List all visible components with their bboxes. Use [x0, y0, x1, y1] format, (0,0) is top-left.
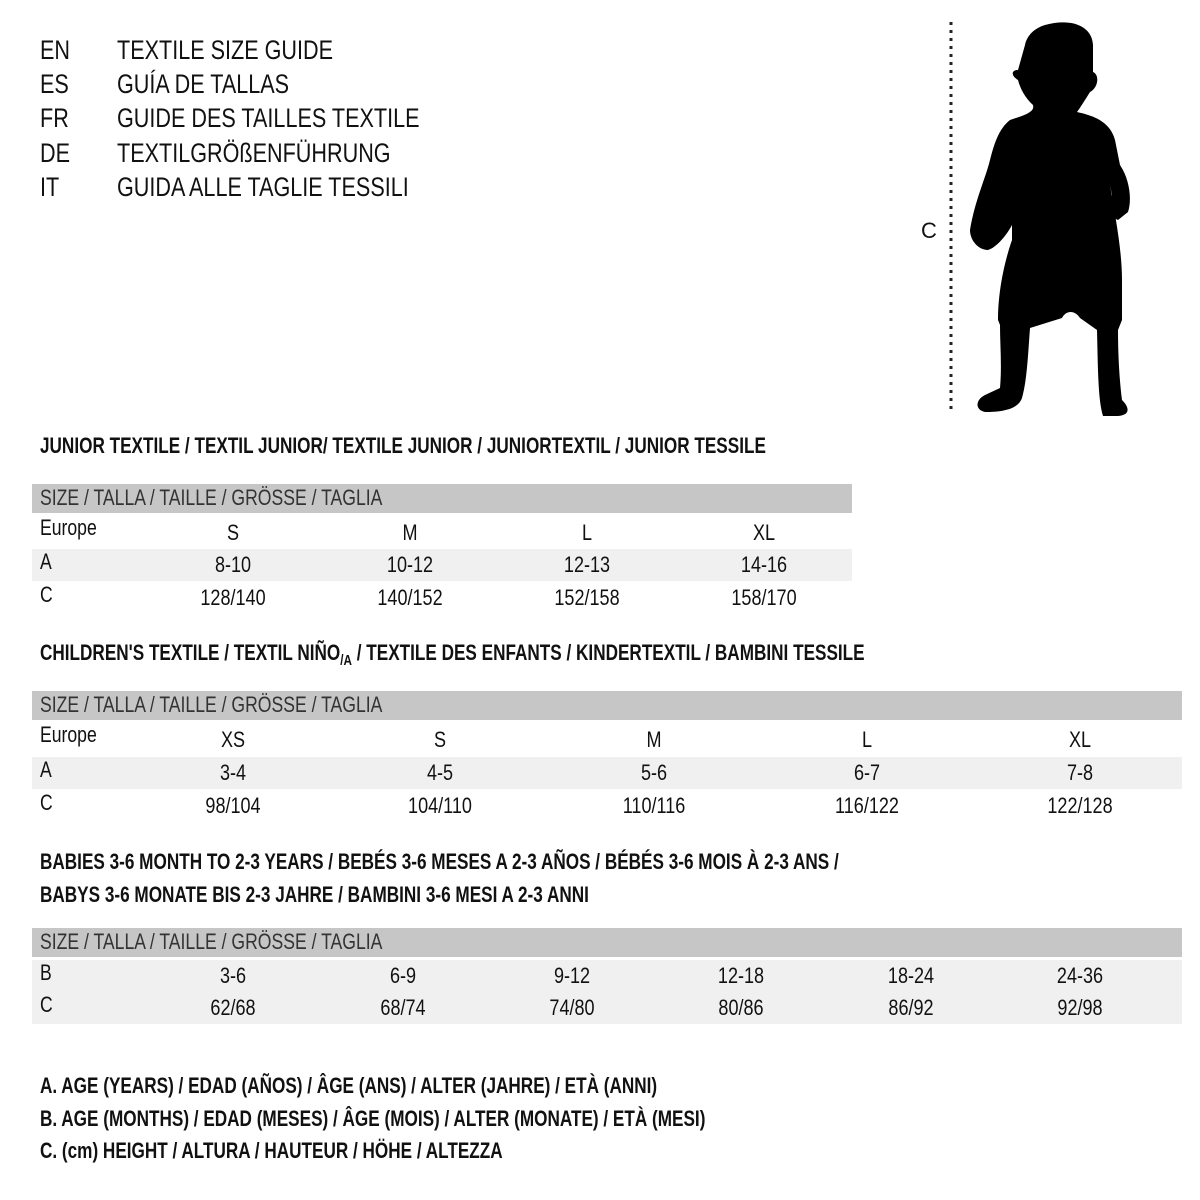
table-cell: 10-12 [386, 552, 434, 577]
table-cell: 86/92 [888, 995, 934, 1020]
table-cell: 3-6 [219, 963, 247, 988]
table-cell: 24-36 [1056, 963, 1104, 988]
table-cell: XL [1068, 727, 1092, 752]
table-cell: 74/80 [549, 995, 595, 1020]
table-cell: 104/110 [408, 793, 472, 818]
row-label: C [40, 582, 53, 607]
table-cell: 8-10 [214, 552, 252, 577]
row-label: B [40, 960, 52, 985]
table-cell: 98/104 [205, 793, 261, 818]
legend-b: B. AGE (MONTHS) / EDAD (MESES) / ÂGE (MO… [40, 1106, 706, 1131]
table-cell: 12-18 [717, 963, 765, 988]
lang-title-es: GUÍA DE TALLAS [117, 69, 290, 99]
row-band [32, 992, 1182, 1024]
children-title-sub: /A [340, 652, 352, 669]
children-title-part2: / TEXTILE DES ENFANTS / KINDERTEXTIL / B… [351, 640, 865, 665]
table-header-band [32, 484, 852, 513]
table-cell: 6-9 [389, 963, 417, 988]
table-cell: 3-4 [219, 760, 247, 785]
table-cell: L [861, 727, 873, 752]
table-cell: 62/68 [210, 995, 256, 1020]
table-cell: L [581, 520, 593, 545]
table-cell: 152/158 [554, 585, 620, 610]
legend-a: A. AGE (YEARS) / EDAD (AÑOS) / ÂGE (ANS)… [40, 1073, 658, 1098]
table-cell: 5-6 [640, 760, 668, 785]
table-cell: 140/152 [377, 585, 443, 610]
table-cell: M [646, 727, 662, 752]
lang-title-de: TEXTILGRÖßENFÜHRUNG [117, 138, 391, 168]
row-band [32, 757, 1182, 789]
row-label: A [40, 549, 52, 574]
lang-code-fr: FR [40, 103, 69, 133]
babies-section-title-line1: BABIES 3-6 MONTH TO 2-3 YEARS / BEBÉS 3-… [40, 849, 839, 874]
table-cell: S [433, 727, 447, 752]
lang-code-de: DE [40, 138, 71, 168]
row-label: Europe [40, 722, 97, 747]
lang-title-fr: GUIDE DES TAILLES TEXTILE [117, 103, 420, 133]
table-cell: 12-13 [563, 552, 611, 577]
table-header-label: SIZE / TALLA / TAILLE / GRÖSSE / TAGLIA [40, 692, 383, 717]
table-cell: M [402, 520, 418, 545]
lang-title-en: TEXTILE SIZE GUIDE [117, 35, 334, 65]
table-cell: 14-16 [740, 552, 788, 577]
table-cell: XL [752, 520, 776, 545]
lang-code-es: ES [40, 69, 69, 99]
table-header-label: SIZE / TALLA / TAILLE / GRÖSSE / TAGLIA [40, 929, 383, 954]
row-band [32, 960, 1182, 992]
row-label: C [40, 790, 53, 815]
legend-c: C. (cm) HEIGHT / ALTURA / HAUTEUR / HÖHE… [40, 1138, 503, 1163]
table-cell: 110/116 [622, 793, 686, 818]
lang-code-en: EN [40, 35, 71, 65]
table-cell: XS [220, 727, 246, 752]
row-band [32, 549, 852, 581]
child-silhouette-icon [949, 22, 1130, 416]
table-cell: 158/170 [731, 585, 797, 610]
table-cell: 6-7 [853, 760, 881, 785]
lang-title-it: GUIDA ALLE TAGLIE TESSILI [117, 172, 409, 202]
lang-code-it: IT [40, 172, 60, 202]
children-section-title: CHILDREN'S TEXTILE / TEXTIL NIÑO/A / TEX… [40, 640, 865, 674]
table-cell: 68/74 [380, 995, 426, 1020]
table-cell: S [226, 520, 240, 545]
child-silhouette [970, 22, 1130, 416]
table-cell: 122/128 [1047, 793, 1113, 818]
table-header-label: SIZE / TALLA / TAILLE / GRÖSSE / TAGLIA [40, 485, 383, 510]
table-cell: 9-12 [553, 963, 591, 988]
table-cell: 116/122 [835, 793, 899, 818]
table-header-band [32, 691, 1182, 720]
row-label: Europe [40, 515, 97, 540]
children-title-part1: CHILDREN'S TEXTILE / TEXTIL NIÑO [40, 640, 341, 665]
babies-section-title-line2: BABYS 3-6 MONATE BIS 2-3 JAHRE / BAMBINI… [40, 882, 589, 907]
row-label: A [40, 757, 52, 782]
table-cell: 4-5 [426, 760, 454, 785]
table-cell: 128/140 [200, 585, 266, 610]
table-header-band [32, 928, 1182, 957]
table-cell: 7-8 [1066, 760, 1094, 785]
table-cell: 18-24 [887, 963, 935, 988]
table-cell: 80/86 [718, 995, 764, 1020]
height-measure-label: C [921, 218, 937, 243]
row-label: C [40, 992, 53, 1017]
table-cell: 92/98 [1057, 995, 1103, 1020]
junior-section-title: JUNIOR TEXTILE / TEXTIL JUNIOR/ TEXTILE … [40, 433, 766, 458]
